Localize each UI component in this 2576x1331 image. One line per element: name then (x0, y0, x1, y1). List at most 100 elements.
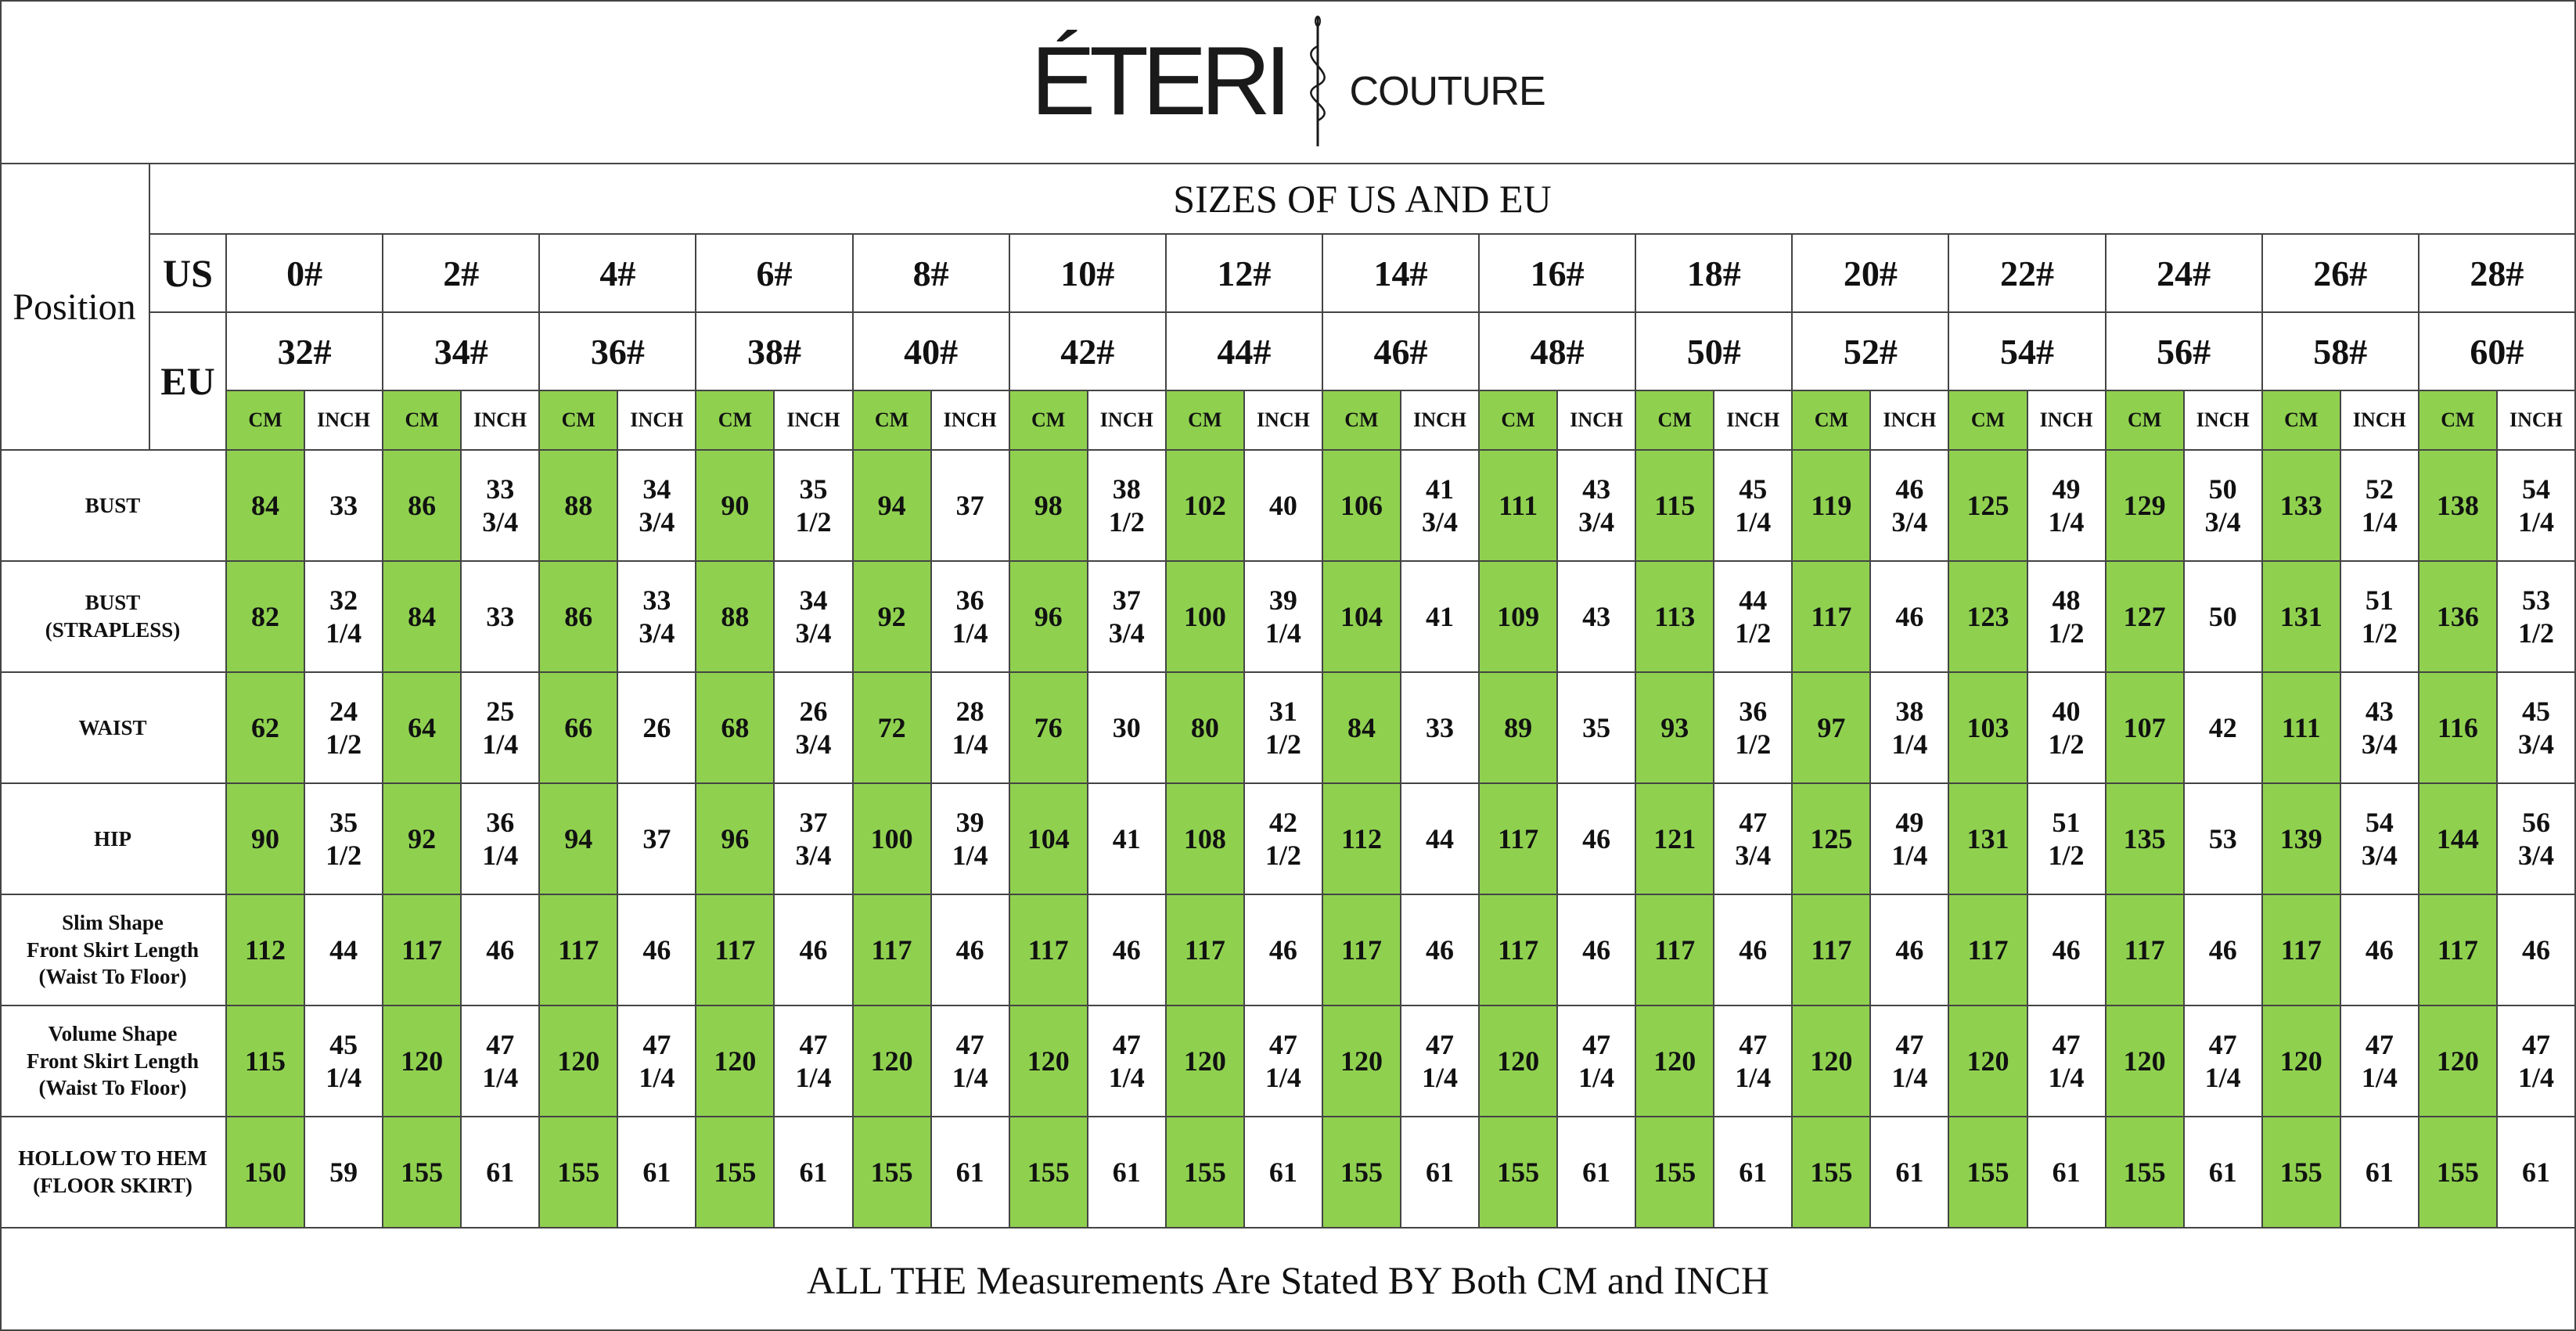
cm-value: 106 (1322, 451, 1401, 562)
cm-unit-label: CM (1949, 391, 2028, 451)
inch-unit-label: INCH (305, 391, 384, 451)
cm-unit-label: CM (1009, 391, 1088, 451)
measurement-label: HIP (0, 784, 227, 895)
eu-size: 36# (540, 313, 697, 391)
inch-value: 47 1/4 (618, 1006, 697, 1117)
inch-unit-label: INCH (2497, 391, 2576, 451)
cm-value: 76 (1009, 673, 1088, 784)
cm-value: 72 (853, 673, 932, 784)
inch-value: 46 (2340, 895, 2419, 1006)
cm-value: 112 (1322, 784, 1401, 895)
cm-value: 120 (1793, 1006, 1872, 1117)
cm-value: 100 (1166, 562, 1245, 673)
us-size: 8# (853, 235, 1010, 313)
cm-value: 90 (227, 784, 306, 895)
inch-value: 41 3/4 (1401, 451, 1480, 562)
inch-value: 36 1/4 (462, 784, 541, 895)
inch-value: 47 1/4 (462, 1006, 541, 1117)
inch-value: 41 (1088, 784, 1167, 895)
inch-value: 34 3/4 (775, 562, 854, 673)
cm-value: 144 (2419, 784, 2498, 895)
cm-value: 94 (853, 451, 932, 562)
cm-value: 117 (540, 895, 619, 1006)
inch-value: 40 1/2 (2027, 673, 2106, 784)
inch-unit-label: INCH (1244, 391, 1323, 451)
inch-value: 33 (305, 451, 384, 562)
inch-value: 44 (305, 895, 384, 1006)
inch-value: 24 1/2 (305, 673, 384, 784)
cm-value: 111 (1480, 451, 1559, 562)
us-size: 0# (227, 235, 384, 313)
cm-value: 96 (1009, 562, 1088, 673)
cm-value: 155 (2262, 1117, 2341, 1228)
cm-value: 120 (2419, 1006, 2498, 1117)
inch-value: 39 1/4 (931, 784, 1010, 895)
inch-value: 34 3/4 (618, 451, 697, 562)
inch-value: 61 (1714, 1117, 1793, 1228)
cm-value: 117 (2419, 895, 2498, 1006)
measurement-label: HOLLOW TO HEM (FLOOR SKIRT) (0, 1117, 227, 1228)
inch-value: 43 3/4 (1558, 451, 1637, 562)
cm-value: 155 (1636, 1117, 1715, 1228)
inch-value: 48 1/2 (2027, 562, 2106, 673)
cm-unit-label: CM (1793, 391, 1872, 451)
cm-value: 68 (696, 673, 775, 784)
inch-value: 26 3/4 (775, 673, 854, 784)
eu-label: EU (150, 313, 227, 451)
cm-value: 100 (853, 784, 932, 895)
cm-value: 155 (1322, 1117, 1401, 1228)
inch-value: 35 1/2 (305, 784, 384, 895)
us-size: 22# (1949, 235, 2106, 313)
inch-value: 33 3/4 (462, 451, 541, 562)
cm-value: 93 (1636, 673, 1715, 784)
inch-value: 61 (1558, 1117, 1637, 1228)
eu-size: 32# (227, 313, 384, 391)
cm-value: 133 (2262, 451, 2341, 562)
cm-unit-label: CM (1166, 391, 1245, 451)
measurement-label: BUST (0, 451, 227, 562)
inch-value: 28 1/4 (931, 673, 1010, 784)
cm-value: 155 (2106, 1117, 2185, 1228)
inch-value: 36 1/4 (931, 562, 1010, 673)
inch-value: 50 (2184, 562, 2263, 673)
us-size: 16# (1480, 235, 1637, 313)
cm-value: 102 (1166, 451, 1245, 562)
inch-value: 40 (1244, 451, 1323, 562)
inch-value: 51 1/2 (2340, 562, 2419, 673)
us-size: 18# (1636, 235, 1793, 313)
eu-size: 54# (1949, 313, 2106, 391)
logo-header: ÉTERI COUTURE (0, 0, 2576, 164)
us-size: 20# (1793, 235, 1950, 313)
inch-unit-label: INCH (2340, 391, 2419, 451)
inch-value: 25 1/4 (462, 673, 541, 784)
cm-value: 111 (2262, 673, 2341, 784)
cm-value: 109 (1480, 562, 1559, 673)
inch-value: 47 1/4 (2340, 1006, 2419, 1117)
inch-value: 46 (462, 895, 541, 1006)
inch-value: 45 3/4 (2497, 673, 2576, 784)
measurement-label: Slim Shape Front Skirt Length (Waist To … (0, 895, 227, 1006)
us-size: 12# (1166, 235, 1323, 313)
inch-value: 43 3/4 (2340, 673, 2419, 784)
cm-unit-label: CM (853, 391, 932, 451)
inch-value: 47 1/4 (775, 1006, 854, 1117)
inch-value: 46 (1871, 895, 1950, 1006)
inch-value: 47 1/4 (1871, 1006, 1950, 1117)
inch-unit-label: INCH (2027, 391, 2106, 451)
needle-thread-icon (1309, 16, 1326, 146)
cm-value: 155 (696, 1117, 775, 1228)
position-label: Position (0, 164, 150, 451)
cm-value: 120 (853, 1006, 932, 1117)
us-size: 24# (2106, 235, 2263, 313)
cm-value: 84 (227, 451, 306, 562)
cm-unit-label: CM (2262, 391, 2341, 451)
inch-value: 42 1/2 (1244, 784, 1323, 895)
cm-value: 117 (696, 895, 775, 1006)
footer-note: ALL THE Measurements Are Stated BY Both … (807, 1257, 1769, 1302)
cm-value: 155 (540, 1117, 619, 1228)
cm-value: 135 (2106, 784, 2185, 895)
inch-value: 37 (931, 451, 1010, 562)
cm-value: 120 (1480, 1006, 1559, 1117)
cm-value: 127 (2106, 562, 2185, 673)
measurement-label: BUST (STRAPLESS) (0, 562, 227, 673)
